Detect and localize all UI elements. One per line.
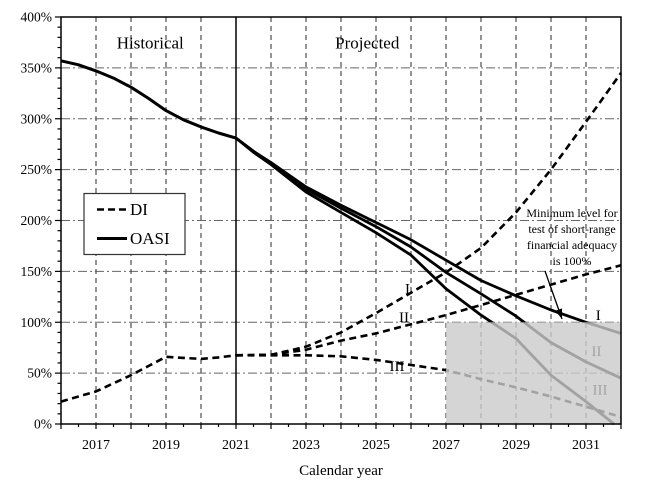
y-tick-label: 200% (21, 213, 53, 228)
line-label-di-iii: III (390, 359, 405, 375)
y-tick-label: 150% (21, 264, 53, 279)
y-tick-label: 50% (27, 366, 52, 381)
x-tick-label: 2017 (82, 438, 110, 453)
series-oasi-historical (60, 59, 237, 140)
series-di-i (235, 72, 623, 357)
y-tick-label: 100% (21, 315, 53, 330)
y-tick-label: 250% (21, 162, 53, 177)
line-label-di-i: I (405, 282, 410, 298)
x-axis-title: Calendar year (299, 463, 383, 479)
x-tick-label: 2029 (502, 438, 530, 453)
line-label-oasi-i: I (596, 308, 601, 324)
series-di-ii (235, 264, 622, 357)
y-tick-label: 400% (21, 10, 53, 25)
region-label-historical: Historical (117, 34, 184, 53)
y-tick-label: 350% (21, 60, 53, 75)
legend-box (83, 192, 186, 256)
legend-label-di: DI (130, 200, 148, 219)
annotation-line: test of short-range (528, 222, 615, 236)
annotation-line: financial adequacy (527, 238, 617, 252)
x-tick-label: 2019 (152, 438, 180, 453)
annotation-line: Minimum level for (526, 206, 617, 220)
x-tick-label: 2023 (292, 438, 320, 453)
series-di-historical (60, 354, 237, 403)
y-tick-label: 300% (21, 111, 53, 126)
y-tick-label: 0% (34, 417, 52, 432)
region-label-projected: Projected (335, 34, 400, 53)
annotation-arrow-head (555, 308, 563, 319)
x-tick-label: 2021 (222, 438, 250, 453)
x-tick-label: 2031 (572, 438, 600, 453)
legend-label-oasi: OASI (130, 229, 170, 248)
annotation-line: is 100% (553, 254, 592, 268)
plot-frame (60, 16, 622, 425)
x-tick-label: 2027 (432, 438, 460, 453)
x-tick-label: 2025 (362, 438, 390, 453)
line-label-di-ii: II (399, 310, 409, 326)
shaded-minimum-region (446, 322, 621, 424)
